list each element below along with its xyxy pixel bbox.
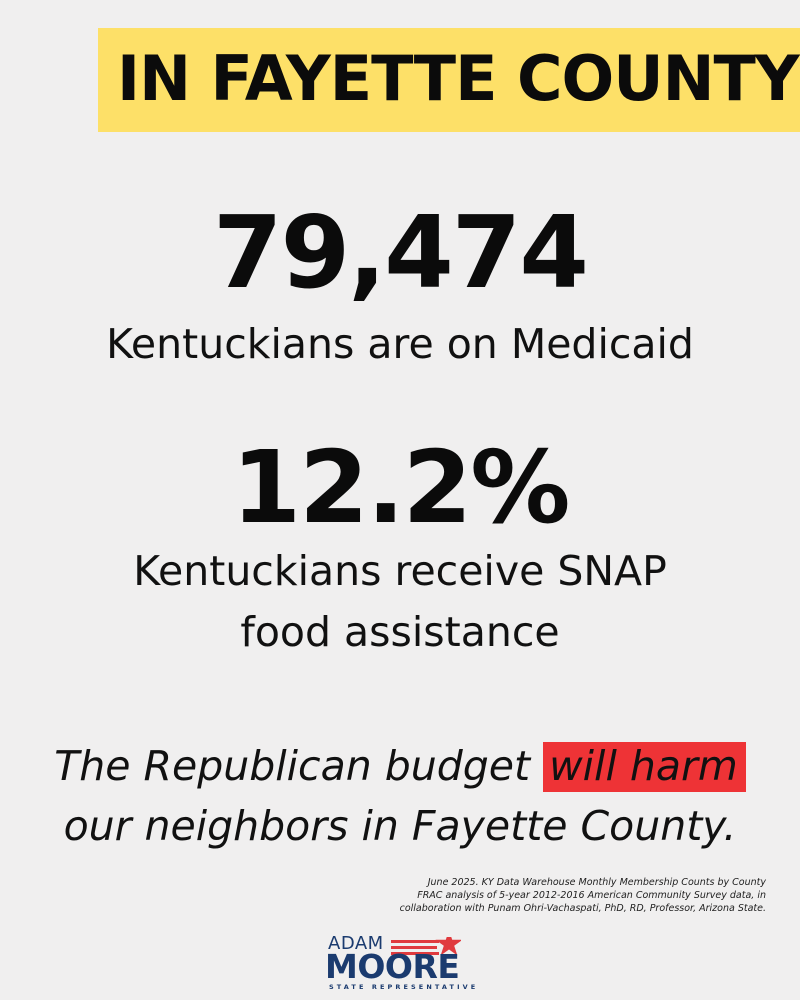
message-line-1: The Republican budget will harm xyxy=(0,737,800,795)
medicaid-stat-value: 79,474 xyxy=(213,194,589,311)
message-highlight: will harm xyxy=(543,742,746,792)
logo-subtitle: STATE REPRESENTATIVE xyxy=(329,983,479,991)
source-line: collaboration with Punam Ohri-Vachaspati… xyxy=(399,903,766,914)
sources-footnote: June 2025. KY Data Warehouse Monthly Mem… xyxy=(400,876,766,915)
medicaid-stat-caption: Kentuckians are on Medicaid xyxy=(106,320,694,368)
header-banner xyxy=(98,28,800,132)
logo-last-name: MOORE xyxy=(325,947,460,986)
logo-first-name: ADAM xyxy=(328,933,384,954)
source-line: FRAC analysis of 5-year 2012-2016 Americ… xyxy=(417,890,766,901)
message-line-2: our neighbors in Fayette County. xyxy=(63,802,737,850)
star-icon xyxy=(391,937,461,956)
header-title: IN FAYETTE COUNTY xyxy=(117,42,800,115)
message-text: The Republican budget xyxy=(54,742,544,790)
snap-stat-caption-line2: food assistance xyxy=(240,608,560,656)
snap-stat-caption-line1: Kentuckians receive SNAP xyxy=(133,547,667,595)
snap-stat-value: 12.2% xyxy=(231,429,571,546)
source-line: June 2025. KY Data Warehouse Monthly Mem… xyxy=(427,877,766,888)
campaign-logo: ADAM MOORE STATE REPRESENTATIVE xyxy=(325,928,475,992)
